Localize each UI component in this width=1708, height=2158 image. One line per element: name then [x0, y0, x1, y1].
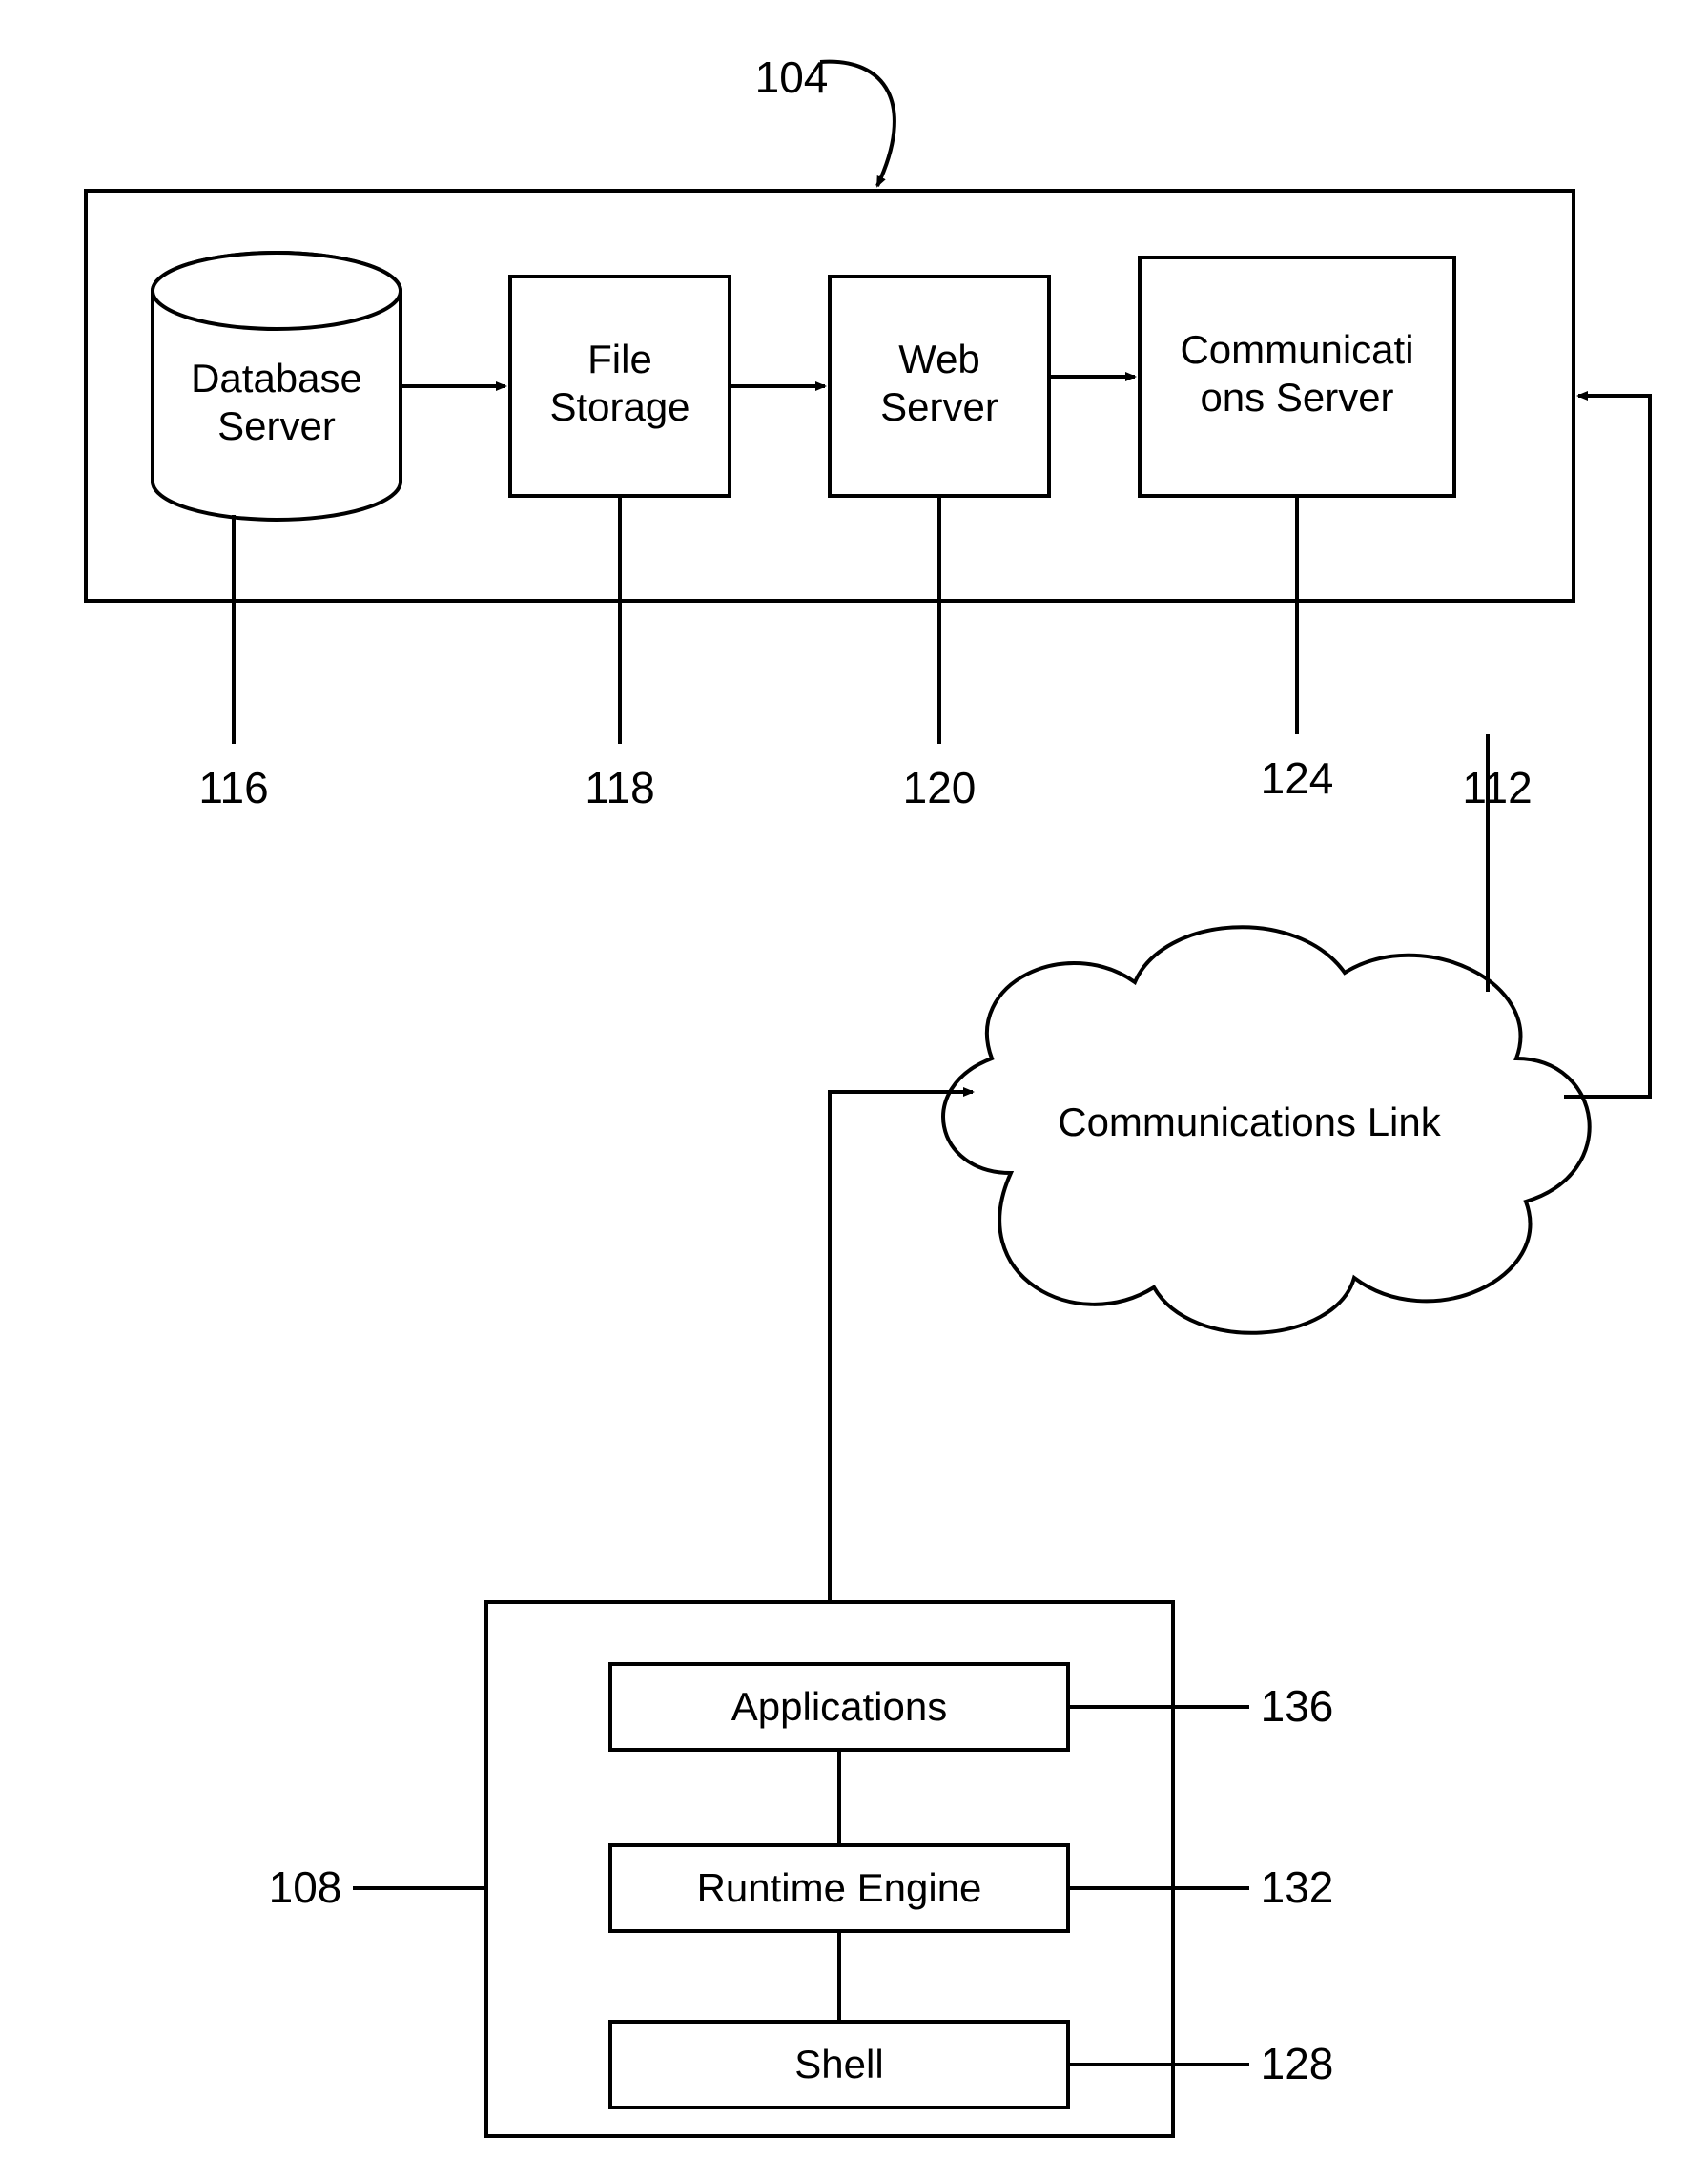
ref-124: 124: [1261, 753, 1334, 803]
arrow-bottom-to-cloud: [830, 1092, 973, 1602]
database-server-node: Database Server: [153, 253, 401, 520]
runtime-engine-label: Runtime Engine: [697, 1865, 982, 1910]
ref-116: 116: [198, 763, 268, 812]
comm-server-label-2: ons Server: [1200, 375, 1393, 420]
comm-link-label: Communications Link: [1058, 1100, 1442, 1144]
ref-118: 118: [585, 763, 654, 812]
ref-104: 104: [755, 52, 829, 102]
system-architecture-diagram: Database Server File Storage Web Server …: [0, 0, 1708, 2158]
arrow-104-to-container: [820, 62, 895, 186]
communications-link-node: Communications Link: [943, 927, 1590, 1333]
arrow-cloud-to-container: [1564, 396, 1650, 1097]
ref-136: 136: [1261, 1681, 1334, 1731]
web-server-label-2: Server: [880, 384, 998, 429]
file-storage-label-1: File: [587, 337, 652, 381]
applications-label: Applications: [731, 1684, 947, 1729]
shell-label: Shell: [794, 2042, 883, 2086]
ref-120: 120: [903, 763, 977, 812]
ref-112: 112: [1462, 763, 1532, 812]
database-server-label-2: Server: [217, 403, 336, 448]
ref-108: 108: [269, 1862, 342, 1912]
file-storage-node: File Storage: [510, 277, 730, 496]
ref-128: 128: [1261, 2039, 1334, 2088]
communications-server-node: Communicati ons Server: [1140, 257, 1454, 496]
web-server-label-1: Web: [898, 337, 980, 381]
comm-server-label-1: Communicati: [1180, 327, 1413, 372]
file-storage-label-2: Storage: [549, 384, 689, 429]
database-server-label-1: Database: [191, 356, 362, 401]
ref-132: 132: [1261, 1862, 1334, 1912]
web-server-node: Web Server: [830, 277, 1049, 496]
